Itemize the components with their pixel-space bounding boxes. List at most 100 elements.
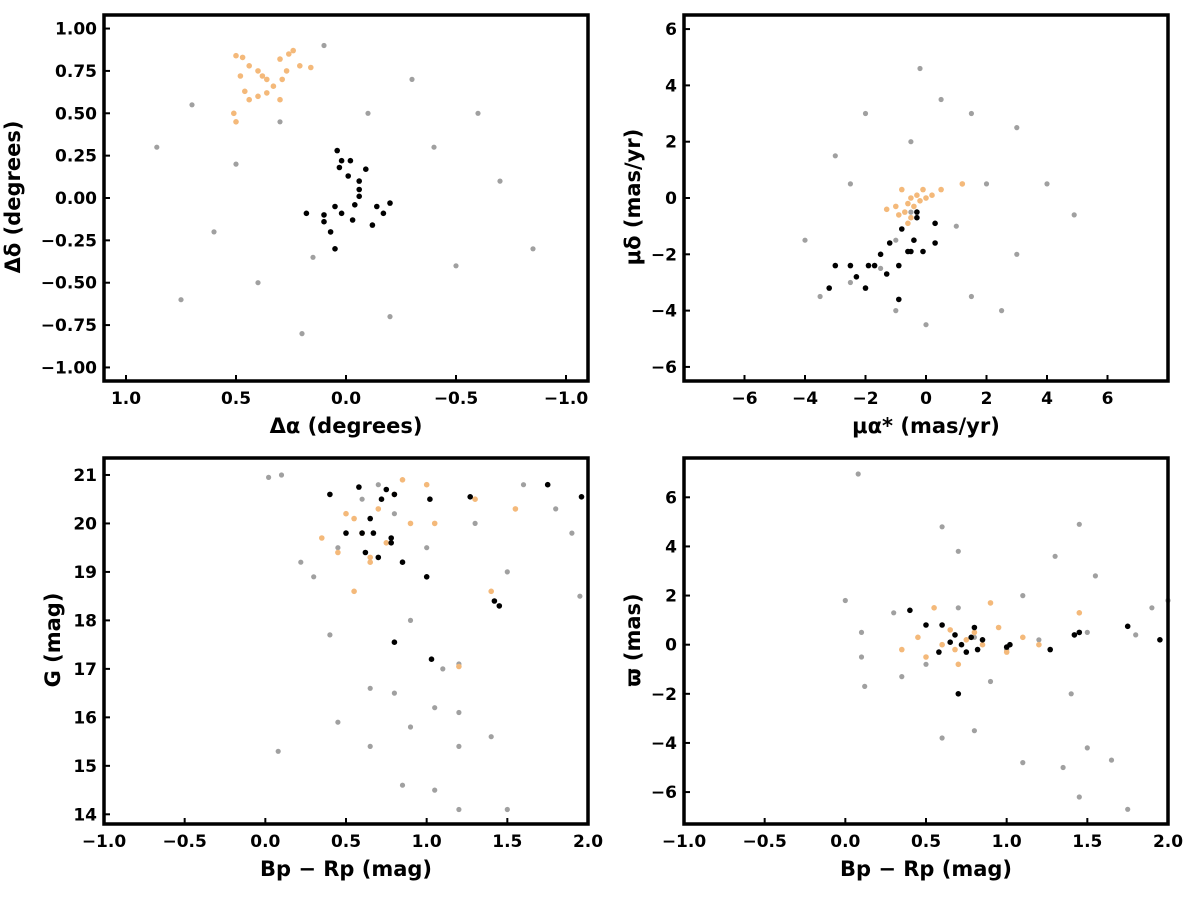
data-point bbox=[367, 559, 374, 565]
data-point bbox=[432, 705, 438, 711]
y-tick-label: 15 bbox=[73, 757, 97, 777]
data-point bbox=[1157, 637, 1163, 643]
plot-frame bbox=[682, 456, 1170, 826]
data-point bbox=[345, 173, 352, 179]
x-tick-label: 2.0 bbox=[1153, 832, 1183, 852]
data-point bbox=[1084, 745, 1090, 751]
data-point bbox=[327, 491, 333, 498]
data-point bbox=[1076, 610, 1083, 616]
data-point bbox=[335, 719, 341, 725]
y-tick-label: 0 bbox=[665, 189, 677, 209]
data-point bbox=[356, 178, 363, 184]
y-tick-label: −2 bbox=[651, 685, 677, 705]
data-point bbox=[440, 666, 446, 672]
data-point bbox=[399, 559, 406, 565]
data-point bbox=[375, 506, 382, 512]
y-tick-label: −6 bbox=[651, 358, 677, 378]
data-point bbox=[952, 646, 958, 653]
data-point bbox=[1071, 212, 1077, 218]
x-tick-label: 1.0 bbox=[111, 389, 141, 409]
data-point bbox=[1020, 634, 1026, 641]
data-point bbox=[369, 222, 376, 228]
data-point bbox=[914, 214, 920, 221]
data-point bbox=[278, 472, 285, 478]
data-point bbox=[388, 535, 395, 541]
data-point bbox=[855, 471, 861, 477]
data-point bbox=[995, 624, 1002, 631]
data-point bbox=[365, 110, 371, 116]
data-point bbox=[456, 806, 462, 813]
data-point bbox=[939, 524, 945, 530]
data-point bbox=[374, 203, 380, 210]
data-point bbox=[908, 195, 914, 201]
data-point bbox=[277, 56, 283, 62]
data-point bbox=[352, 202, 358, 208]
data-point bbox=[1060, 764, 1066, 771]
y-tick-label: 14 bbox=[73, 805, 97, 825]
data-point bbox=[923, 661, 929, 667]
data-point bbox=[939, 735, 945, 741]
data-point bbox=[367, 554, 374, 561]
data-point bbox=[233, 119, 239, 125]
y-tick-label: 6 bbox=[665, 488, 677, 508]
y-tick-label: −4 bbox=[651, 734, 677, 754]
x-axis-label: Bp − Rp (mag) bbox=[840, 857, 1012, 881]
data-point bbox=[908, 248, 914, 255]
data-point bbox=[351, 515, 357, 522]
data-point bbox=[343, 530, 349, 536]
data-point bbox=[971, 629, 978, 636]
data-point bbox=[233, 52, 239, 59]
data-point bbox=[1003, 649, 1010, 655]
y-tick-label: 4 bbox=[665, 76, 677, 96]
data-point bbox=[974, 646, 981, 653]
data-point bbox=[347, 157, 354, 164]
data-point bbox=[427, 496, 433, 503]
data-point bbox=[335, 545, 341, 551]
y-tick-label: −0.25 bbox=[41, 231, 97, 251]
y-tick-label: 17 bbox=[73, 660, 97, 680]
data-point bbox=[896, 262, 902, 269]
data-point bbox=[349, 217, 356, 223]
data-point bbox=[367, 685, 373, 691]
data-point bbox=[1071, 632, 1078, 638]
data-points bbox=[154, 42, 536, 337]
data-point bbox=[939, 622, 945, 628]
data-point bbox=[327, 229, 334, 235]
y-tick-label: 0 bbox=[665, 636, 677, 656]
data-point bbox=[423, 574, 430, 580]
data-point bbox=[467, 494, 474, 500]
data-point bbox=[290, 47, 297, 54]
data-point bbox=[1036, 641, 1042, 648]
data-point bbox=[847, 279, 854, 286]
data-point bbox=[255, 93, 261, 100]
data-point bbox=[832, 153, 838, 159]
data-point bbox=[955, 691, 962, 697]
y-tick-label: −0.75 bbox=[41, 316, 97, 336]
data-points bbox=[802, 65, 1077, 328]
data-point bbox=[915, 634, 921, 641]
x-tick-label: 1.5 bbox=[492, 832, 522, 852]
data-point bbox=[847, 262, 854, 269]
x-axis-label: μα* (mas/yr) bbox=[852, 414, 1000, 438]
y-tick-label: 18 bbox=[73, 611, 97, 631]
data-point bbox=[428, 656, 435, 662]
data-point bbox=[896, 296, 902, 303]
data-point bbox=[1036, 637, 1042, 643]
data-point bbox=[363, 166, 369, 172]
data-point bbox=[512, 506, 519, 512]
data-point bbox=[896, 212, 902, 218]
data-points bbox=[842, 471, 1171, 812]
y-tick-label: −1.00 bbox=[41, 358, 97, 378]
data-point bbox=[387, 200, 393, 206]
data-point bbox=[338, 157, 345, 164]
data-point bbox=[332, 203, 338, 210]
data-point bbox=[953, 223, 959, 229]
data-point bbox=[497, 178, 503, 184]
panel-sky-positions: Δα (degrees) Δδ (degrees) 1.0 0.5 0.0 −0.5 −… bbox=[1, 13, 590, 438]
data-point bbox=[853, 274, 860, 280]
data-point bbox=[1020, 593, 1026, 599]
data-point bbox=[399, 782, 406, 788]
x-tick-label: −1.0 bbox=[662, 832, 707, 852]
data-point bbox=[1125, 806, 1131, 812]
